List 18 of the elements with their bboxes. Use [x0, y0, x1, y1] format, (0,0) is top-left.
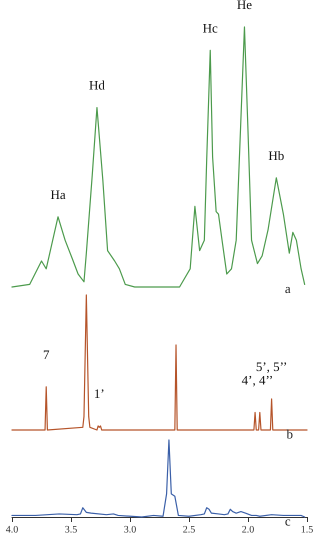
annotation: Hc — [202, 20, 218, 36]
annotation: Hd — [89, 78, 106, 93]
annotation: 4’, 4’’ — [242, 372, 274, 388]
annotation: 1’ — [94, 386, 105, 401]
x-tick-label: 2.0 — [242, 524, 254, 536]
x-tick-label: 1.5 — [300, 524, 314, 536]
x-tick-label: 2.5 — [182, 524, 196, 536]
series-label: a — [284, 280, 291, 296]
series-label: c — [284, 514, 291, 528]
x-tick-label: 4.0 — [6, 524, 18, 536]
x-tick-label: 3.5 — [64, 524, 78, 536]
annotation: 5’, 5’’ — [256, 358, 288, 374]
series-label: b — [286, 426, 293, 442]
annotation: Ha — [50, 186, 66, 202]
x-tick-label: 3.0 — [124, 524, 136, 536]
annotation: 7 — [42, 346, 50, 362]
annotation: Hb — [268, 148, 284, 163]
annotation: He — [236, 0, 252, 12]
